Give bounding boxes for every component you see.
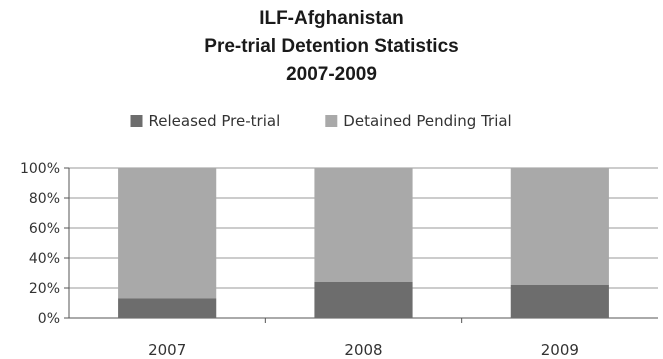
- y-tick-label: 40%: [29, 251, 60, 267]
- chart-title-line-2: Pre-trial Detention Statistics: [204, 36, 459, 57]
- y-tick-label: 0%: [38, 311, 60, 327]
- bar-detained-2008: [314, 168, 413, 282]
- bar-released-2009: [510, 285, 609, 318]
- y-tick-label: 100%: [20, 161, 60, 177]
- x-category-label: 2007: [148, 341, 186, 359]
- legend-label: Released Pre-trial: [149, 112, 281, 130]
- legend-swatch: [130, 115, 143, 127]
- chart-title-line-1: ILF-Afghanistan: [259, 8, 404, 29]
- y-tick-label: 60%: [29, 221, 60, 237]
- legend-label: Detained Pending Trial: [343, 112, 511, 130]
- chart-title-line-3: 2007-2009: [286, 64, 377, 85]
- y-tick-label: 20%: [29, 281, 60, 297]
- legend-swatch: [325, 115, 338, 127]
- bar-released-2008: [314, 282, 413, 318]
- x-category-label: 2009: [541, 341, 579, 359]
- bar-released-2007: [118, 298, 217, 318]
- y-tick-label: 80%: [29, 191, 60, 207]
- bar-detained-2009: [510, 168, 609, 285]
- x-category-label: 2008: [344, 341, 382, 359]
- bar-detained-2007: [118, 168, 217, 299]
